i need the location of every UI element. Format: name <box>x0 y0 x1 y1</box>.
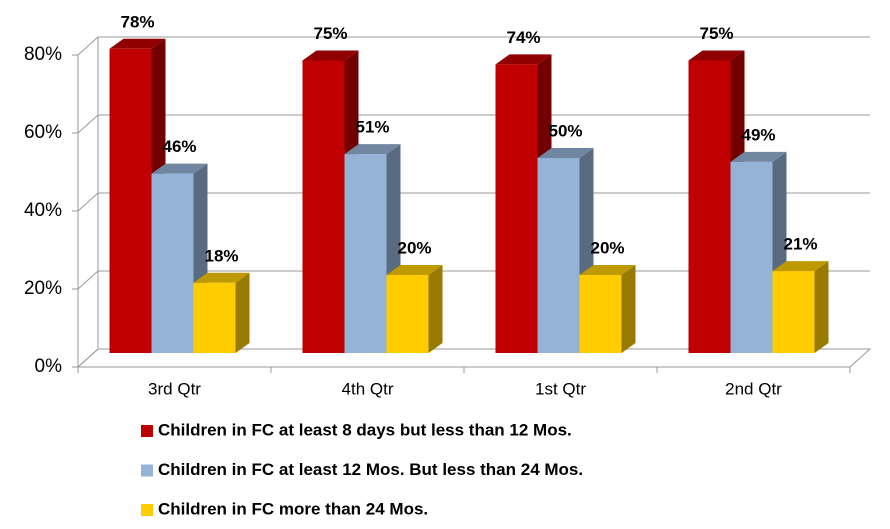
grid-line <box>77 36 870 56</box>
bar-top <box>579 265 636 275</box>
x-tick-label: 2nd Qtr <box>725 379 782 398</box>
value-label: 20% <box>590 238 624 257</box>
bar <box>537 158 580 353</box>
bar <box>730 161 773 353</box>
bar-side <box>428 265 443 353</box>
legend-label: Children in FC at least 8 days but less … <box>158 420 572 439</box>
bar <box>302 60 345 353</box>
y-tick-label: 60% <box>24 122 62 143</box>
grid-line <box>77 192 870 212</box>
legend-label: Children in FC at least 12 Mos. But less… <box>158 460 583 479</box>
bar-top <box>537 148 594 158</box>
bar <box>688 60 731 353</box>
value-label: 50% <box>548 121 582 140</box>
bar-top <box>193 272 250 283</box>
bar-top <box>302 50 359 61</box>
bar-side <box>621 265 636 353</box>
value-label: 75% <box>699 24 733 43</box>
bar-top <box>688 50 745 61</box>
bar-top <box>344 144 401 155</box>
bar-side <box>814 261 829 353</box>
value-label: 49% <box>741 125 775 144</box>
bar <box>495 64 538 354</box>
y-tick-label: 80% <box>24 44 62 65</box>
bar <box>151 173 194 353</box>
value-label: 18% <box>204 246 238 265</box>
value-label: 21% <box>783 235 817 254</box>
grid-line <box>77 114 870 134</box>
bar-top <box>772 261 829 272</box>
bar-top <box>495 54 552 65</box>
legend-swatch <box>141 464 153 477</box>
bar <box>344 154 387 353</box>
bar <box>193 282 236 353</box>
bar <box>109 48 152 354</box>
y-tick-label: 40% <box>24 200 62 221</box>
bar <box>386 275 429 353</box>
value-label: 74% <box>506 28 540 47</box>
x-tick-label: 1st Qtr <box>535 379 586 398</box>
legend-label: Children in FC more than 24 Mos. <box>158 499 428 518</box>
y-tick-label: 20% <box>24 278 62 299</box>
bar-top <box>730 151 787 162</box>
x-tick-label: 4th Qtr <box>342 379 394 398</box>
bar <box>772 271 815 353</box>
legend-swatch <box>141 425 153 437</box>
x-tick-label: 3rd Qtr <box>148 379 201 398</box>
y-tick-label: 0% <box>35 356 63 377</box>
bar-top <box>109 38 166 49</box>
bar-top <box>151 163 208 174</box>
value-label: 75% <box>313 24 347 43</box>
bar-top <box>386 265 443 275</box>
value-label: 78% <box>120 12 154 31</box>
bar <box>579 275 622 353</box>
value-label: 46% <box>162 137 196 156</box>
legend-swatch <box>141 504 153 516</box>
value-label: 51% <box>355 118 389 137</box>
value-label: 20% <box>397 238 431 257</box>
bar-side <box>235 272 250 353</box>
